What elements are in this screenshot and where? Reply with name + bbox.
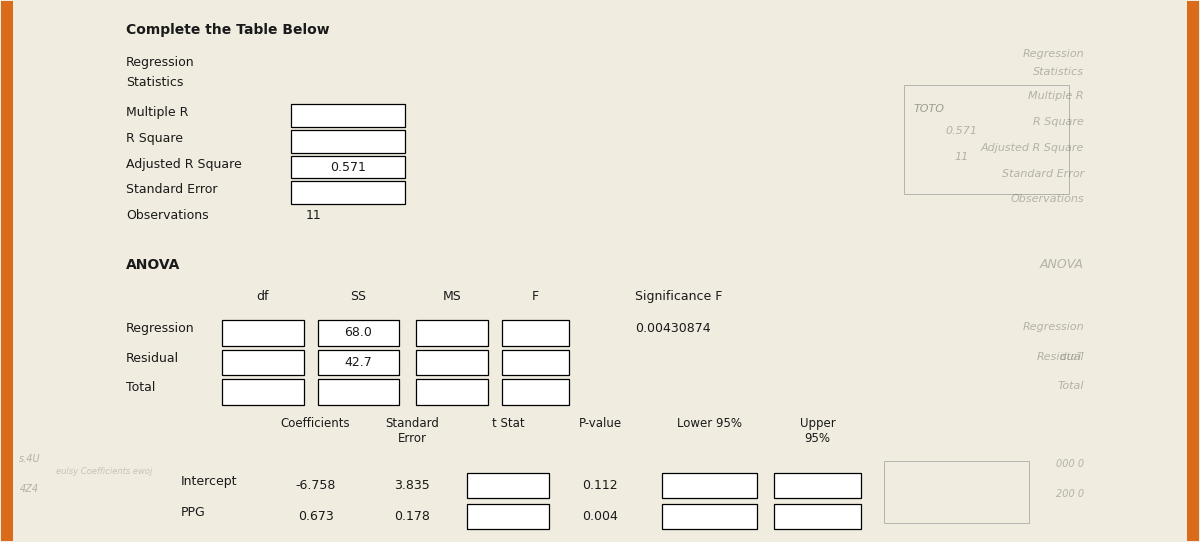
Bar <box>222 320 304 346</box>
Text: Total: Total <box>126 382 156 395</box>
Text: 4Z4: 4Z4 <box>19 484 38 494</box>
Text: 3.835: 3.835 <box>395 479 431 492</box>
Text: R Square: R Square <box>126 132 184 145</box>
Text: 000 0: 000 0 <box>1056 459 1084 469</box>
Bar <box>467 473 550 498</box>
Bar <box>416 379 488 405</box>
Text: Regression: Regression <box>1022 322 1084 332</box>
Bar <box>662 473 757 498</box>
Bar <box>502 379 569 405</box>
Bar <box>416 320 488 346</box>
Text: istoT: istoT <box>1060 352 1084 362</box>
Text: 0.00430874: 0.00430874 <box>635 322 710 335</box>
Text: SS: SS <box>350 290 366 303</box>
Bar <box>905 85 1069 195</box>
Bar <box>222 379 304 405</box>
Text: 0.571: 0.571 <box>330 161 366 174</box>
Text: Total: Total <box>1057 382 1084 391</box>
Text: Upper
95%: Upper 95% <box>799 417 835 445</box>
Text: s.4U: s.4U <box>19 454 41 464</box>
Bar <box>1187 2 1199 540</box>
Text: -6.758: -6.758 <box>295 479 336 492</box>
Text: MS: MS <box>443 290 462 303</box>
Text: Lower 95%: Lower 95% <box>677 417 743 430</box>
Text: Observations: Observations <box>126 209 209 222</box>
Text: Multiple R: Multiple R <box>126 106 188 119</box>
Bar <box>318 379 400 405</box>
Text: 0.112: 0.112 <box>582 479 618 492</box>
Text: 42.7: 42.7 <box>344 356 372 369</box>
Text: Complete the Table Below: Complete the Table Below <box>126 23 330 37</box>
Text: df: df <box>257 290 269 303</box>
Text: F: F <box>532 290 539 303</box>
Text: Significance F: Significance F <box>635 290 722 303</box>
Text: 0.571: 0.571 <box>946 126 977 136</box>
Bar <box>318 350 400 376</box>
Text: 68.0: 68.0 <box>344 326 372 339</box>
Text: t Stat: t Stat <box>492 417 524 430</box>
Text: Observations: Observations <box>1010 195 1084 204</box>
Bar <box>774 473 862 498</box>
Text: eulsy Coefficients ewoj: eulsy Coefficients ewoj <box>56 467 152 476</box>
Text: Standard Error: Standard Error <box>126 183 217 196</box>
Text: ANOVA: ANOVA <box>126 258 180 272</box>
Bar <box>290 104 406 127</box>
Text: ANOVA: ANOVA <box>1040 258 1084 271</box>
Text: Intercept: Intercept <box>181 475 238 488</box>
Text: 0.004: 0.004 <box>582 510 618 523</box>
Text: Statistics: Statistics <box>126 76 184 89</box>
Text: Multiple R: Multiple R <box>1028 91 1084 101</box>
Text: PPG: PPG <box>181 506 205 519</box>
Text: R Square: R Square <box>1033 117 1084 127</box>
Bar <box>290 156 406 178</box>
Text: P-value: P-value <box>578 417 622 430</box>
Text: Adjusted R Square: Adjusted R Square <box>126 158 242 171</box>
Text: Residual: Residual <box>126 352 179 365</box>
Text: Adjusted R Square: Adjusted R Square <box>980 143 1084 153</box>
Text: Standard Error: Standard Error <box>1002 169 1084 178</box>
Bar <box>1 2 13 540</box>
Text: Coefficients: Coefficients <box>281 417 350 430</box>
Bar <box>416 350 488 376</box>
Text: 200 0: 200 0 <box>1056 489 1084 499</box>
Text: Regression: Regression <box>126 322 194 335</box>
Text: 0.673: 0.673 <box>298 510 334 523</box>
Text: Standard
Error: Standard Error <box>385 417 439 445</box>
Text: Statistics: Statistics <box>1033 67 1084 77</box>
Text: Residual: Residual <box>1037 352 1084 362</box>
Bar <box>884 461 1030 522</box>
Text: TOTO: TOTO <box>913 104 944 114</box>
Bar <box>774 504 862 528</box>
Bar <box>318 320 400 346</box>
Bar <box>222 350 304 376</box>
Bar <box>290 182 406 204</box>
Bar <box>290 130 406 153</box>
Text: 11: 11 <box>306 209 322 222</box>
Bar <box>467 504 550 528</box>
Text: 11: 11 <box>954 152 968 162</box>
Text: Regression: Regression <box>1022 49 1084 59</box>
Bar <box>662 504 757 528</box>
Bar <box>502 320 569 346</box>
Text: Regression: Regression <box>126 56 194 69</box>
Bar <box>502 350 569 376</box>
Text: 0.178: 0.178 <box>395 510 431 523</box>
